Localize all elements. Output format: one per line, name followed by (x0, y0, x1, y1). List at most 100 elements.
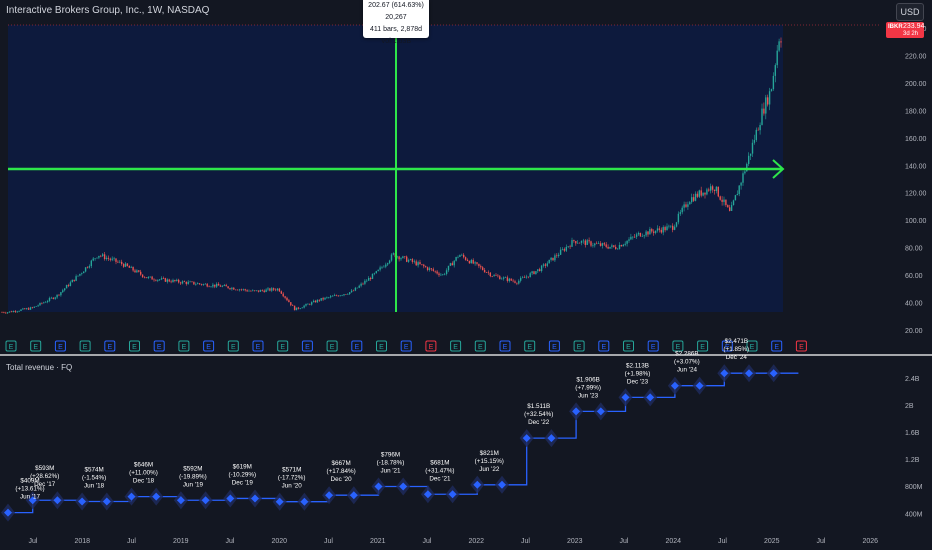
revenue-point[interactable] (547, 434, 556, 443)
earnings-marker-icon[interactable] (5, 340, 17, 352)
symbol-title[interactable]: Interactive Brokers Group, Inc., 1W, NAS… (6, 5, 210, 16)
candle-body (377, 269, 379, 272)
revenue-point[interactable] (28, 496, 37, 505)
earnings-marker-icon[interactable] (524, 340, 536, 352)
revenue-point[interactable] (102, 497, 111, 506)
revenue-point[interactable] (522, 434, 531, 443)
revenue-point[interactable] (300, 497, 309, 506)
revenue-axis[interactable]: 2.4B 2B 1.6B 1.2B 800M 400M (905, 376, 923, 518)
earnings-marker-icon[interactable] (771, 340, 783, 352)
earnings-marker-icon[interactable] (499, 340, 511, 352)
candle-body (596, 243, 598, 245)
earnings-marker-icon[interactable] (129, 340, 140, 352)
candle-body (27, 308, 30, 310)
candle-body (8, 311, 11, 313)
earnings-marker-icon[interactable] (326, 340, 338, 352)
earnings-marker-icon[interactable] (178, 340, 190, 352)
revenue-point[interactable] (769, 369, 778, 378)
earnings-marker-icon[interactable] (623, 340, 634, 352)
candle-body (130, 266, 132, 268)
earnings-marker-icon[interactable] (672, 340, 684, 352)
candle-body (645, 231, 647, 236)
candle-body (187, 281, 189, 284)
indicator-title[interactable]: Total revenue · FQ (6, 363, 73, 372)
revenue-point[interactable] (473, 480, 482, 489)
earnings-marker-icon[interactable] (252, 340, 264, 352)
earnings-marker-icon[interactable] (79, 340, 91, 352)
revenue-point[interactable] (720, 369, 729, 378)
revenue-point[interactable] (621, 393, 630, 402)
revenue-point[interactable] (325, 491, 334, 500)
revenue-point[interactable] (399, 482, 408, 491)
candle-body (516, 282, 518, 284)
candle-body (299, 308, 301, 309)
revenue-point[interactable] (4, 508, 12, 517)
candle-body (654, 230, 657, 233)
earnings-marker-icon[interactable] (721, 340, 733, 352)
price-axis[interactable]: 240.00220.00200.00180.00160.00140.00120.… (905, 26, 927, 335)
revenue-point[interactable] (374, 482, 383, 491)
earnings-marker-icon[interactable] (54, 340, 66, 352)
revenue-point[interactable] (201, 496, 210, 505)
earnings-marker-icon[interactable] (104, 340, 116, 352)
revenue-change-label: (-10.29%) (228, 471, 256, 478)
revenue-change-label: (+7.99%) (575, 384, 601, 391)
revenue-point[interactable] (127, 492, 136, 501)
earnings-marker-icon[interactable] (30, 340, 42, 352)
revenue-point[interactable] (176, 496, 185, 505)
revenue-point[interactable] (448, 490, 457, 499)
revenue-point[interactable] (572, 407, 581, 416)
revenue-point[interactable] (498, 480, 506, 489)
candle-body (635, 234, 638, 237)
candle-body (774, 65, 776, 76)
currency-button[interactable]: USD (896, 3, 924, 21)
revenue-point[interactable] (745, 369, 753, 378)
revenue-point[interactable] (78, 497, 87, 506)
revenue-point[interactable] (670, 381, 679, 390)
earnings-marker-icon[interactable] (573, 340, 585, 352)
time-tick-label: Jul (29, 538, 38, 545)
earnings-marker-icon[interactable] (795, 340, 807, 352)
revenue-point[interactable] (53, 496, 62, 505)
time-axis[interactable]: Jul 2018 Jul 2019 Jul 2020 Jul 2021 Jul 2022 Jul 20… (29, 538, 879, 545)
candle-body (22, 308, 24, 310)
earnings-marker-icon[interactable] (203, 340, 215, 352)
candle-body (172, 279, 174, 283)
earnings-marker-icon[interactable] (647, 340, 659, 352)
revenue-point[interactable] (423, 490, 432, 499)
earnings-marker-icon[interactable] (474, 340, 486, 352)
earnings-marker-icon[interactable] (227, 340, 239, 352)
earnings-marker-icon[interactable] (376, 340, 387, 352)
candle-body (229, 288, 231, 290)
candle-body (660, 229, 662, 233)
earnings-marker-icon[interactable] (697, 340, 709, 352)
revenue-point[interactable] (275, 497, 284, 506)
earnings-marker-icon[interactable] (277, 340, 289, 352)
revenue-tick-label: 400M (905, 511, 923, 518)
revenue-point[interactable] (695, 381, 704, 390)
candle-body (647, 231, 649, 235)
candle-body (537, 269, 539, 272)
revenue-point[interactable] (596, 407, 605, 416)
earnings-marker-icon[interactable] (301, 340, 313, 352)
earnings-marker-icon[interactable] (746, 340, 758, 352)
earnings-marker-icon[interactable] (598, 340, 610, 352)
candle-body (312, 300, 315, 303)
earnings-marker-icon[interactable] (450, 340, 462, 352)
candle-body (474, 262, 476, 264)
price-tick-label: 160.00 (905, 136, 927, 143)
earnings-marker-icon[interactable] (351, 340, 363, 352)
earnings-marker-icon[interactable] (400, 340, 412, 352)
earnings-marker-icon[interactable] (153, 340, 165, 352)
candle-body (210, 286, 212, 288)
revenue-point[interactable] (152, 492, 161, 501)
revenue-point[interactable] (646, 393, 655, 402)
earnings-marker-icon[interactable] (425, 340, 437, 352)
candle-body (603, 243, 605, 245)
candle-body (738, 185, 740, 195)
revenue-point[interactable] (251, 494, 259, 503)
earnings-marker-icon[interactable] (548, 340, 560, 352)
revenue-point[interactable] (226, 494, 235, 503)
revenue-point[interactable] (349, 491, 358, 500)
